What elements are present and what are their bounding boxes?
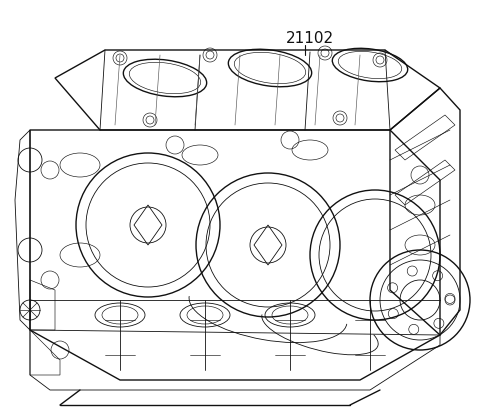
Text: 21102: 21102 <box>286 30 334 45</box>
